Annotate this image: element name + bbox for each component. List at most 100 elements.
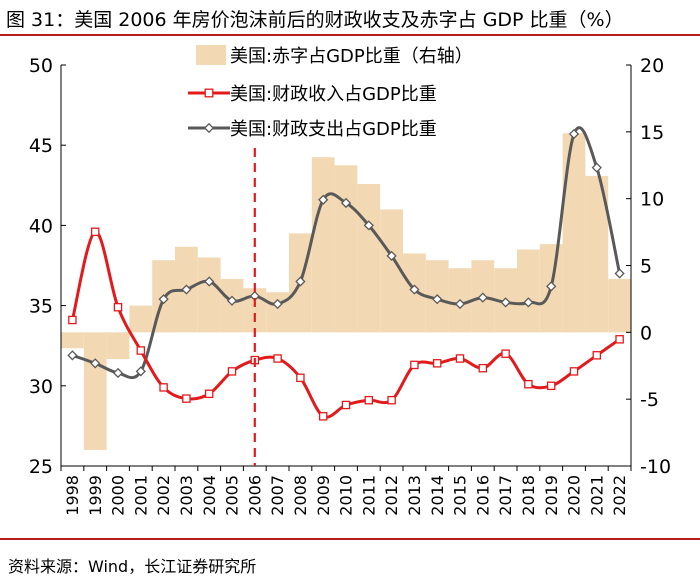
revenue-point-2014: [432, 359, 442, 368]
chart-title: 图 31：美国 2006 年房价泡沫前后的财政收支及赤字占 GDP 比重（%）: [6, 9, 624, 31]
footer-rule: [0, 538, 700, 540]
right-tick-label-15: 15: [640, 122, 664, 144]
x-tick-label-2000: 2000: [109, 475, 128, 516]
expenditure-point-2009: [318, 194, 329, 205]
expenditure-point-2015: [454, 298, 466, 310]
x-tick-label-2020: 2020: [565, 475, 584, 516]
expenditure-point-2002: [158, 294, 169, 305]
title-rule: [0, 34, 700, 36]
left-tick-label-40: 40: [29, 215, 53, 237]
x-tick-label-2021: 2021: [587, 475, 606, 516]
deficit-bar-2007: [266, 292, 289, 333]
x-tick-label-2016: 2016: [473, 475, 492, 516]
deficit-bar-2000: [106, 332, 130, 359]
x-tick-label-2002: 2002: [154, 475, 173, 516]
right-tick-label--10: -10: [640, 456, 671, 478]
x-tick-label-2019: 2019: [542, 475, 561, 516]
revenue-point-2015: [455, 354, 465, 363]
left-tick-label-45: 45: [29, 135, 53, 157]
expenditure-point-2001: [135, 366, 146, 377]
legend-swatch-revenue-marker: [204, 88, 214, 98]
revenue-point-1998: [68, 315, 77, 325]
revenue-point-2018: [524, 379, 533, 389]
expenditure-point-2011: [363, 220, 374, 231]
revenue-point-2002: [159, 383, 168, 392]
x-tick-label-2011: 2011: [359, 475, 378, 516]
expenditure-point-2010: [340, 197, 352, 209]
revenue-point-2011: [364, 395, 374, 405]
revenue-point-2007: [273, 354, 282, 363]
x-tick-label-2022: 2022: [610, 475, 629, 516]
right-tick-label-10: 10: [640, 189, 664, 211]
x-tick-label-2007: 2007: [268, 475, 287, 516]
expenditure-point-2018: [523, 297, 534, 308]
deficit-bar-2021: [585, 175, 609, 333]
expenditure-point-2008: [295, 276, 306, 287]
deficit-bar-2010: [334, 165, 358, 333]
deficit-bar-1998: [61, 332, 84, 349]
deficit-bar-2001: [129, 305, 153, 333]
revenue-point-2017: [501, 349, 510, 358]
left-tick-label-25: 25: [29, 456, 53, 478]
deficit-bar-2020: [562, 133, 586, 333]
left-tick-label-50: 50: [29, 55, 53, 77]
right-tick-label-5: 5: [640, 256, 652, 278]
revenue-point-2022: [615, 335, 624, 344]
x-tick-label-2013: 2013: [405, 475, 424, 516]
revenue-point-2008: [296, 373, 305, 383]
expenditure-point-2012: [386, 250, 397, 261]
revenue-point-1999: [90, 227, 100, 237]
deficit-bar-2009: [311, 157, 335, 333]
expenditure-point-1999: [90, 358, 101, 369]
revenue-point-2021: [592, 351, 602, 360]
expenditure-point-2019: [546, 281, 557, 292]
expenditure-point-2005: [226, 295, 238, 306]
expenditure-point-2013: [409, 284, 420, 295]
revenue-point-2012: [387, 395, 396, 405]
x-tick-label-2004: 2004: [200, 475, 219, 516]
deficit-bar-2012: [380, 209, 403, 333]
expenditure-point-2022: [614, 268, 625, 279]
x-tick-label-2014: 2014: [428, 475, 447, 516]
legend-swatch-deficit: [196, 45, 226, 65]
legend-label-expenditure: 美国:财政支出占GDP比重: [230, 119, 437, 140]
revenue-point-2010: [341, 400, 351, 410]
revenue-point-2000: [113, 302, 123, 312]
x-tick-label-2005: 2005: [223, 475, 242, 516]
expenditure-point-2003: [181, 284, 192, 295]
right-tick-label-0: 0: [640, 322, 652, 344]
expenditure-point-2000: [112, 367, 124, 379]
right-tick-label-20: 20: [640, 55, 664, 77]
x-tick-label-1999: 1999: [86, 475, 105, 516]
revenue-point-2019: [546, 381, 556, 391]
x-tick-label-2006: 2006: [245, 475, 264, 516]
expenditure-point-2004: [204, 276, 215, 287]
legend-label-revenue: 美国:财政收入占GDP比重: [230, 84, 437, 105]
revenue-point-2013: [410, 360, 419, 370]
x-tick-label-2010: 2010: [337, 475, 356, 516]
revenue-point-2009: [318, 412, 328, 421]
revenue-point-2001: [136, 346, 146, 355]
revenue-point-2003: [182, 394, 191, 403]
expenditure-point-2021: [591, 162, 602, 173]
x-tick-label-2012: 2012: [382, 475, 401, 516]
x-tick-label-2003: 2003: [177, 475, 196, 516]
expenditure-point-1998: [67, 350, 78, 361]
x-tick-label-1998: 1998: [63, 475, 82, 516]
x-tick-label-2015: 2015: [451, 475, 470, 516]
expenditure-point-2014: [432, 294, 443, 305]
source-note: 资料来源：Wind，长江证券研究所: [8, 557, 257, 576]
x-tick-label-2018: 2018: [519, 475, 538, 516]
revenue-point-2005: [227, 367, 237, 376]
revenue-point-2016: [478, 363, 488, 373]
legend-swatch-expenditure-marker: [203, 122, 215, 134]
revenue-point-2004: [204, 389, 214, 399]
left-tick-label-35: 35: [29, 296, 53, 318]
left-tick-label-30: 30: [29, 376, 53, 398]
deficit-bar-2011: [357, 184, 381, 333]
expenditure-point-2007: [272, 298, 283, 310]
expenditure-point-2020: [568, 128, 580, 140]
x-tick-label-2017: 2017: [496, 475, 515, 516]
revenue-point-2020: [569, 367, 579, 376]
